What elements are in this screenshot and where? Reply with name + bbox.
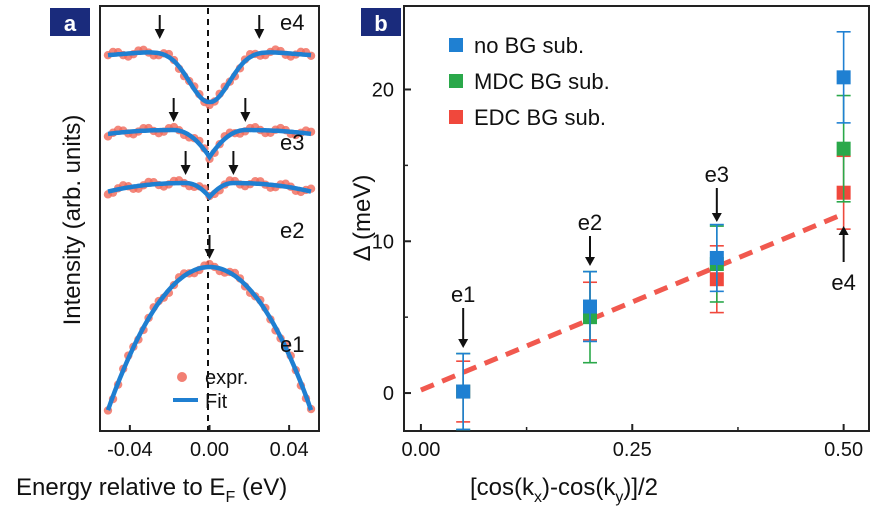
fit-curve-e1: [105, 264, 314, 411]
trace-label-e2: e2: [280, 218, 304, 243]
annotation-arrow-head: [838, 226, 849, 235]
data-point: [709, 250, 724, 265]
x-tick-label: 0.00: [401, 439, 440, 461]
x-label-main: Energy relative to E: [16, 474, 225, 501]
panel-b-y-label: Δ (meV): [349, 175, 376, 262]
legend-label-2: EDC BG sub.: [474, 105, 606, 130]
x-label-part-3: )]/2: [623, 474, 658, 501]
panel-a-legend: expr. Fit: [173, 367, 248, 413]
x-label-unit: (eV): [235, 474, 287, 501]
trace-label-e4: e4: [280, 10, 304, 35]
peak-arrow-head: [168, 112, 179, 123]
peak-arrow-head: [240, 112, 251, 123]
panel-a-label: a: [64, 11, 77, 36]
x-tick-label: 0.50: [824, 439, 863, 461]
annotation-arrow-head: [585, 257, 595, 266]
x-label-sub: F: [225, 489, 235, 506]
fit-line: [419, 211, 845, 393]
legend-label-0: no BG sub.: [474, 33, 584, 58]
peak-arrow-head: [154, 29, 165, 39]
data-point: [583, 299, 597, 314]
panel-b-legend: no BG sub. MDC BG sub. EDC BG sub.: [449, 33, 610, 130]
data-point: [836, 141, 851, 156]
x-label-part-1: [cos(k: [470, 474, 535, 501]
y-tick-label: 0: [383, 383, 394, 405]
point-label-e2: e2: [578, 210, 602, 235]
legend-expr-marker: [177, 372, 187, 382]
x-label-sub-y: y: [615, 489, 623, 506]
panel-b-x-label: [cos(kx)-cos(ky)]/2: [470, 474, 658, 506]
panel-b-ticks: 0.00 0.25 0.50 0 10 20: [372, 79, 863, 461]
legend-marker-2: [449, 110, 463, 124]
trace-label-e1: e1: [280, 332, 304, 357]
legend-expr-label: expr.: [205, 367, 248, 389]
peak-arrow-head: [228, 165, 239, 176]
panel-a-x-ticks: -0.04 0.00 0.04: [107, 425, 309, 461]
x-tick-label: 0.25: [613, 439, 652, 461]
point-annotations: e1 e2 e3 e4: [451, 162, 856, 348]
point-label-e1: e1: [451, 282, 475, 307]
point-label-e3: e3: [705, 162, 729, 187]
point-label-e4: e4: [831, 270, 855, 295]
panel-b-badge: [361, 8, 401, 36]
peak-arrow-head: [204, 249, 215, 259]
legend-label-1: MDC BG sub.: [474, 69, 610, 94]
data-point: [836, 70, 851, 85]
panel-a-curves: e4 e3 e2 e1: [103, 10, 316, 415]
fit-curve-e2: [107, 180, 312, 201]
x-tick-label: 0.04: [270, 439, 309, 461]
legend-fit-label: Fit: [205, 391, 228, 413]
annotation-arrow-head: [711, 213, 722, 222]
panel-a-badge: [50, 8, 90, 36]
y-tick-label: 20: [372, 79, 394, 101]
x-label-part-2: )-cos(k: [542, 474, 616, 501]
linear-fit-line: [419, 211, 845, 393]
trace-label-e3: e3: [280, 130, 304, 155]
fit-curve-e3: [107, 127, 312, 162]
data-point: [456, 384, 471, 399]
annotation-arrow-head: [458, 339, 469, 348]
panel-a: a e4 e3 e2 e1 -0.04 0.00 0.04 Intensity (arb.…: [16, 5, 320, 506]
panel-b-points: [456, 31, 851, 431]
panel-a-y-label: Intensity (arb. units): [59, 115, 86, 326]
legend-marker-1: [449, 74, 463, 88]
x-tick-label: -0.04: [107, 439, 153, 461]
x-label-sub-x: x: [534, 489, 542, 506]
x-tick-label: 0.00: [190, 439, 229, 461]
legend-marker-0: [449, 38, 463, 52]
fit-curve-e4: [107, 50, 312, 105]
panel-a-x-label: Energy relative to EF (eV): [16, 474, 287, 506]
panel-b: b 0.00 0.25 0.50 0 10 20 e1 e2 e3 e4 Δ (meV) [co…: [349, 5, 870, 506]
y-tick-label: 10: [372, 231, 394, 253]
panel-b-frame: [403, 5, 870, 432]
panel-b-label: b: [374, 11, 387, 36]
peak-arrow-head: [254, 29, 265, 39]
peak-arrow-head: [180, 165, 191, 176]
